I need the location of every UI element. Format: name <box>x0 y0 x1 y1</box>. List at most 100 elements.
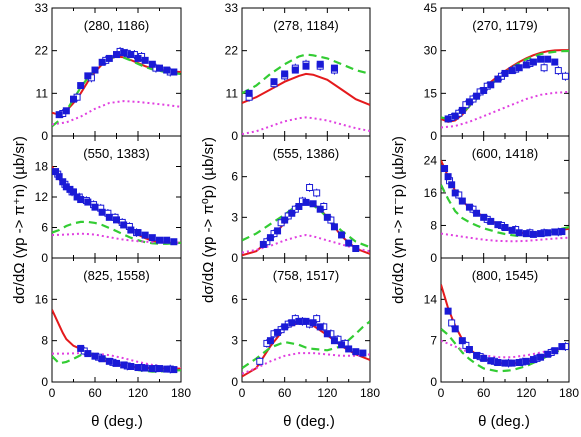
data-point-filled <box>448 181 456 189</box>
data-point-filled <box>134 229 142 237</box>
curve-dashed <box>441 184 569 238</box>
xtick-label: 120 <box>317 386 337 400</box>
panel-4: 0 6 12 18 (550, 1383) <box>35 135 182 265</box>
data-point-filled <box>508 359 516 367</box>
ytick-label: 22 <box>225 44 239 58</box>
plot-area <box>242 314 370 378</box>
data-point-filled <box>163 66 171 74</box>
ytick-label: 8 <box>430 218 437 232</box>
ytick-label: 0 <box>231 251 238 265</box>
data-point-filled <box>70 188 77 196</box>
data-point-filled <box>465 346 473 354</box>
data-point-filled <box>359 349 367 357</box>
data-point-filled <box>266 337 274 345</box>
data-point-filled <box>537 353 545 361</box>
data-point-filled <box>473 209 481 217</box>
curve-dotted <box>242 233 370 254</box>
ytick-label: 33 <box>225 1 239 15</box>
data-point-filled <box>316 323 324 331</box>
xtick-label: 60 <box>477 386 491 400</box>
data-point-filled <box>316 60 324 68</box>
data-point-filled <box>522 230 530 238</box>
curve-solid <box>242 72 370 106</box>
panel-title: (278, 1184) <box>273 18 339 33</box>
ytick-label: 15 <box>424 86 438 100</box>
panel-5: 0 3 6 (555, 1386) <box>231 135 371 265</box>
data-point-filled <box>480 354 488 362</box>
data-point-filled <box>59 178 67 186</box>
data-point-open <box>256 357 264 365</box>
panel-2: 0 11 22 33 (278, 1184) <box>225 1 371 143</box>
xlabel-col2: θ (deg.) <box>283 413 335 430</box>
xtick-label: 120 <box>128 386 148 400</box>
data-point-filled <box>52 168 60 176</box>
data-point-filled <box>544 229 552 237</box>
data-point-filled <box>281 216 289 224</box>
curve-dashed <box>242 53 370 95</box>
data-point-filled <box>494 75 502 83</box>
data-point-filled <box>141 231 149 239</box>
data-point-filled <box>84 72 92 80</box>
data-point-filled <box>473 351 481 359</box>
data-point-open <box>540 64 548 72</box>
data-point-filled <box>148 60 156 68</box>
data-point-filled <box>274 328 282 336</box>
data-point-filled <box>330 64 338 72</box>
data-point-open <box>462 341 470 349</box>
data-point-filled <box>465 203 473 211</box>
plot-area <box>52 309 181 374</box>
curve-dotted <box>242 352 370 375</box>
data-point-filled <box>515 359 523 367</box>
data-point-filled <box>529 58 537 66</box>
xlabel-col1: θ (deg.) <box>91 413 143 430</box>
data-point-filled <box>55 173 63 181</box>
data-point-filled <box>352 245 360 253</box>
data-point-filled <box>270 78 278 86</box>
ylabel-col3: dσ/dΩ (γn -> π⁻p) (µb/sr) <box>390 136 407 304</box>
curve-dashed <box>242 320 370 370</box>
panel-7: 0 8 16 0 60 120 180 (825, 1558) <box>35 257 191 400</box>
data-point-filled <box>458 106 466 114</box>
data-point-filled <box>91 352 99 360</box>
data-point-filled <box>156 64 163 72</box>
data-point-filled <box>105 213 113 221</box>
xtick-label: 60 <box>278 386 292 400</box>
data-point-filled <box>302 317 310 325</box>
panel-9: 0 7 14 0 60 120 180 (800, 1545) <box>424 257 579 400</box>
ytick-label: 3 <box>231 334 238 348</box>
data-point-filled <box>62 107 70 115</box>
ytick-label: 7 <box>430 334 437 348</box>
data-point-filled <box>316 205 324 213</box>
data-point-filled <box>55 111 63 119</box>
data-point-filled <box>113 359 120 367</box>
data-point-filled <box>170 68 178 76</box>
ytick-label: 30 <box>424 44 438 58</box>
data-point-filled <box>494 359 502 367</box>
data-point-filled <box>302 62 310 70</box>
data-point-filled <box>537 230 545 238</box>
ytick-label: 33 <box>35 1 49 15</box>
data-point-filled <box>120 361 128 369</box>
data-point-filled <box>551 228 559 236</box>
data-point-filled <box>494 221 502 229</box>
panel-title: (270, 1179) <box>472 18 538 33</box>
data-point-filled <box>537 55 545 63</box>
data-point-filled <box>501 359 509 367</box>
ylabel-col1: dσ/dΩ (γp -> π⁺n) (µb/sr) <box>11 136 28 304</box>
data-point-filled <box>487 81 495 89</box>
data-point-filled <box>113 216 120 224</box>
plot-area <box>52 46 181 128</box>
data-point-filled <box>127 363 135 370</box>
data-point-filled <box>515 229 523 237</box>
panel-3: 0 15 30 45 (270, 1179) <box>424 1 570 143</box>
data-point-filled <box>458 337 466 345</box>
data-point-open <box>448 319 456 327</box>
data-point-filled <box>291 66 299 74</box>
curve-dashed <box>242 202 370 249</box>
data-point-filled <box>352 348 360 356</box>
data-point-open <box>306 184 314 192</box>
panel-title: (555, 1386) <box>273 146 340 161</box>
panel-title: (600, 1418) <box>472 146 539 161</box>
data-point-filled <box>451 189 459 197</box>
data-point-filled <box>345 239 353 247</box>
